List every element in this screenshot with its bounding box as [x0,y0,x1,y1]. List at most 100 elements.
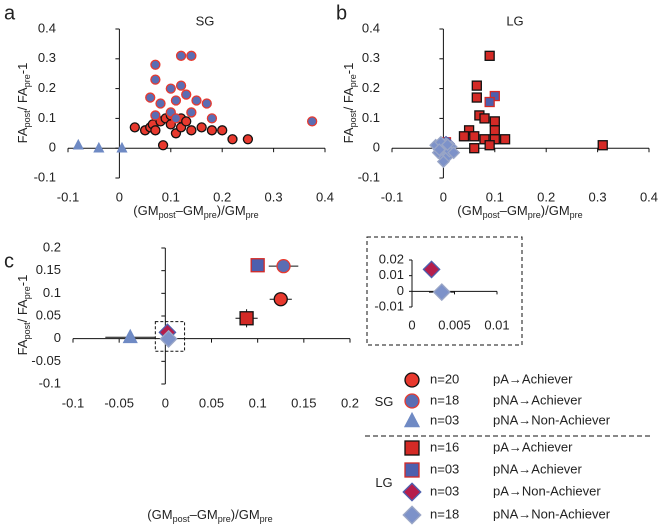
axis-label: FApost/ FApre-1 [15,275,32,356]
inset-x-tick-label: 0.01 [484,317,509,332]
marker [489,116,500,127]
label-part: –GM [500,203,528,218]
marker [469,131,480,142]
subscript: pre [204,210,217,220]
marker [159,329,178,348]
x-tick-label: 0.2 [213,189,231,204]
marker [404,372,420,388]
legend-n: n=18 [430,506,459,521]
inset-frame [366,236,523,346]
marker [250,258,265,273]
axis-label: (GMpost–GMpre)/GMpre [457,203,582,220]
marker [432,143,446,157]
panel-title: SG [196,13,215,28]
subscript: pre [570,210,583,220]
marker [206,113,218,124]
y-tick-label: 0.15 [36,262,61,277]
legend-label: pNA→Achiever [493,461,583,476]
legend-label: pNA→Non-Achiever [493,412,611,427]
y-tick-label: 0 [49,140,56,155]
zoom-box [154,321,186,352]
y-tick-label: 0 [54,330,61,345]
marker [402,482,422,502]
marker [440,138,455,152]
marker [499,134,511,145]
axis-label: (GMpost–GMpre)/GMpre [147,507,272,524]
y-tick-label: 0.3 [38,50,56,65]
legend-n: n=03 [430,461,459,476]
y-tick-label: 0.2 [38,80,56,95]
label-part: (GM [133,203,158,218]
marker [191,95,202,106]
marker [181,116,192,127]
subscript: pre [218,514,231,524]
legend-group: LG [375,475,392,490]
marker [181,89,192,100]
label-part: / FA [15,299,30,322]
marker [276,258,291,274]
axis-label: FApost/ FApre-1 [15,63,32,144]
marker [597,140,608,151]
label-part: -1 [15,63,30,75]
marker [422,260,441,279]
inset-y-tick-label: 0.02 [379,251,404,266]
x-tick-label: 0.4 [316,189,334,204]
marker [165,83,176,94]
marker [170,113,182,124]
legend-label: pA→Non-Achiever [493,483,601,498]
y-tick-label: 0.1 [362,110,380,125]
y-tick-label: 0.1 [43,285,61,300]
y-tick-label: 0.3 [362,50,380,65]
legend-n: n=16 [430,439,459,454]
panel-letter: c [4,250,14,272]
marker [122,328,138,344]
marker [469,143,480,154]
y-tick-label: 0 [373,140,380,155]
subscript: pre [260,514,273,524]
marker [489,125,500,136]
marker [201,98,212,109]
marker [404,393,420,409]
marker [404,462,420,478]
marker [116,141,128,153]
marker [402,505,422,525]
y-tick-label: -0.05 [31,353,61,368]
subscript: post [483,210,501,220]
label-part: / FA [15,87,30,110]
legend-label: pA→Achiever [493,371,573,386]
y-tick-label: -0.1 [358,169,380,184]
label-part: FA [341,127,356,143]
y-tick-label: 0.4 [362,20,380,35]
label-part: (GM [457,203,482,218]
panel-letter: b [336,2,347,24]
marker [150,125,161,136]
x-tick-label: 0.15 [291,395,316,410]
label-part: –GM [176,203,204,218]
y-tick-label: 0.2 [362,80,380,95]
subscript: pre [528,210,541,220]
marker [145,92,156,103]
marker [129,122,140,133]
marker [471,80,482,91]
legend-label: pNA→Non-Achiever [493,506,611,521]
label-part: –GM [190,507,218,522]
legend-n: n=03 [430,412,459,427]
marker [404,440,420,456]
marker [150,74,161,85]
inset-y-tick-label: 0.01 [379,267,404,282]
x-tick-label: 0.1 [249,395,267,410]
marker [458,131,470,142]
y-tick-label: 0.2 [43,239,61,254]
marker [484,50,495,61]
marker [217,125,228,136]
marker [242,134,254,145]
marker [196,122,207,133]
legend-label: pNA→Achiever [493,392,583,407]
x-tick-label: 0 [162,395,169,410]
x-tick-label: 0.2 [537,189,555,204]
y-tick-label: 0.4 [38,20,56,35]
marker [170,95,182,106]
y-tick-label: -0.1 [39,375,61,390]
marker [227,134,238,145]
